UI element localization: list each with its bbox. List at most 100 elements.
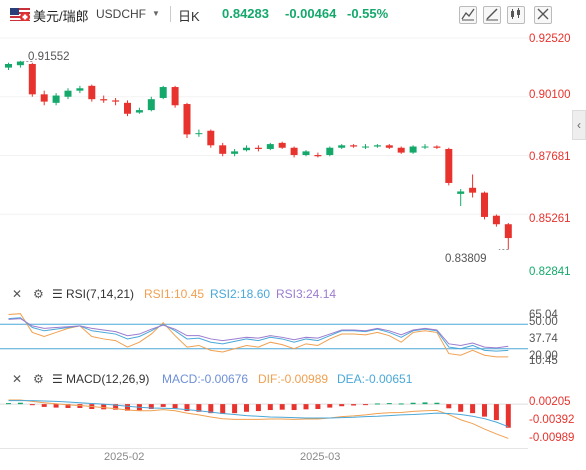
macd-bar [244, 404, 249, 412]
draw-icon[interactable] [483, 6, 501, 24]
y-tick-label: 0.90100 [529, 89, 571, 101]
candle-body [421, 146, 429, 148]
candle-body [457, 191, 465, 194]
expand-panel-icon[interactable]: ‹ [572, 110, 586, 140]
candle-body [433, 146, 441, 148]
y-tick-label: 0.92520 [529, 33, 571, 45]
candle-body [40, 94, 48, 102]
y-tick-label: 0.82841 [529, 266, 571, 278]
chart-type-icon[interactable] [459, 6, 477, 24]
candle-body [76, 88, 84, 91]
last-price: 0.84283 [222, 6, 269, 21]
candle-body [219, 145, 227, 154]
macd-bar [6, 403, 11, 405]
rsi1-line [8, 313, 509, 358]
macd-bar [279, 404, 285, 410]
indicator-menu-icon[interactable]: ☰ [52, 287, 63, 301]
candle-icon[interactable] [507, 6, 525, 24]
fullscreen-icon[interactable] [534, 6, 552, 24]
rsi3-line [8, 318, 509, 349]
macd-bar [53, 404, 59, 408]
x-tick-label: 2025-03 [300, 451, 341, 463]
candle-body [5, 63, 12, 68]
close-icon[interactable]: ✕ [12, 372, 23, 386]
macd-bar [422, 402, 428, 405]
macd-bar [160, 404, 166, 407]
candle-body [16, 61, 24, 66]
candle-body [159, 87, 167, 98]
dif-value: DIF:-0.00989 [258, 372, 329, 386]
macd-bar [458, 404, 464, 412]
pair-code[interactable]: USDCHF [96, 7, 146, 21]
macd-bar [184, 404, 190, 412]
macd-bar [267, 404, 273, 411]
candle-body [314, 155, 322, 157]
macd-bar [351, 404, 357, 406]
candle-body [243, 147, 250, 151]
macd-bar [505, 404, 511, 428]
macd-bar [148, 404, 154, 409]
macd-bar [17, 402, 23, 405]
macd-bar [220, 404, 226, 414]
macd-bar [374, 403, 380, 405]
candle-body [290, 147, 298, 156]
divider [170, 6, 171, 22]
macd-bar [41, 404, 47, 407]
x-tick-label: 2025-02 [104, 451, 145, 463]
gear-icon[interactable]: ⚙ [33, 287, 44, 301]
candle-body [492, 215, 500, 225]
y-tick-label: 0.87681 [529, 151, 571, 163]
rsi-tick-label: 20.00 [529, 350, 558, 362]
candle-body [362, 146, 369, 148]
rsi-title: RSI(7,14,21) [66, 287, 135, 301]
candle-body [195, 133, 203, 135]
macd-bar [386, 403, 392, 405]
candle-body [100, 99, 108, 101]
candle-body [445, 148, 453, 183]
gear-icon[interactable]: ⚙ [33, 372, 44, 386]
macd-bar [255, 404, 261, 412]
candle-body [338, 145, 346, 148]
macd-bar [327, 404, 333, 408]
period-selector[interactable]: 日K [178, 9, 200, 24]
candle-body [373, 145, 381, 147]
pair-name[interactable]: 美元/瑞郎 [33, 9, 89, 24]
candle-body [112, 100, 120, 102]
macd-tick-label: 0.00205 [529, 396, 571, 408]
macd-bar [482, 404, 487, 417]
rsi2-line [8, 317, 509, 352]
candle-body [266, 144, 274, 149]
rsi1-value: RSI1:10.45 [144, 287, 205, 301]
candle-body [64, 90, 72, 97]
dif-line [8, 399, 509, 439]
macd-bar [303, 404, 309, 410]
rsi-tick-label: 65.04 [529, 309, 558, 321]
rsi-header: ✕ ⚙ ☰ RSI(7,14,21) RSI1:10.45 RSI2:18.60… [0, 287, 586, 303]
y-tick-label: 0.85261 [529, 213, 571, 225]
candle-body [481, 192, 488, 217]
indicator-menu-icon[interactable]: ☰ [52, 372, 63, 386]
x-axis-line [0, 448, 528, 449]
macd-value: MACD:-0.00676 [162, 372, 249, 386]
macd-bar [315, 404, 321, 409]
candle-body [135, 110, 143, 113]
close-icon[interactable]: ✕ [12, 287, 23, 301]
candle-body [326, 147, 334, 156]
candle-body [231, 151, 239, 154]
chevron-down-icon[interactable]: ▼ [152, 9, 160, 18]
candle-body [207, 130, 215, 146]
candle-body [183, 104, 191, 135]
dea-value: DEA:-0.00651 [337, 372, 413, 386]
candle-body [504, 224, 512, 239]
macd-header: ✕ ⚙ ☰ MACD(12,26,9) MACD:-0.00676 DIF:-0… [0, 372, 586, 388]
candle-body [28, 63, 36, 95]
macd-bar [172, 404, 178, 409]
candle-body [147, 99, 155, 111]
candlestick-chart[interactable] [0, 28, 528, 278]
candle-body [469, 187, 477, 193]
candle-body [171, 87, 179, 106]
rsi-tick-label: 50.00 [529, 316, 558, 328]
macd-bar [446, 404, 452, 409]
macd-bar [363, 404, 368, 406]
dea-line [8, 400, 509, 428]
